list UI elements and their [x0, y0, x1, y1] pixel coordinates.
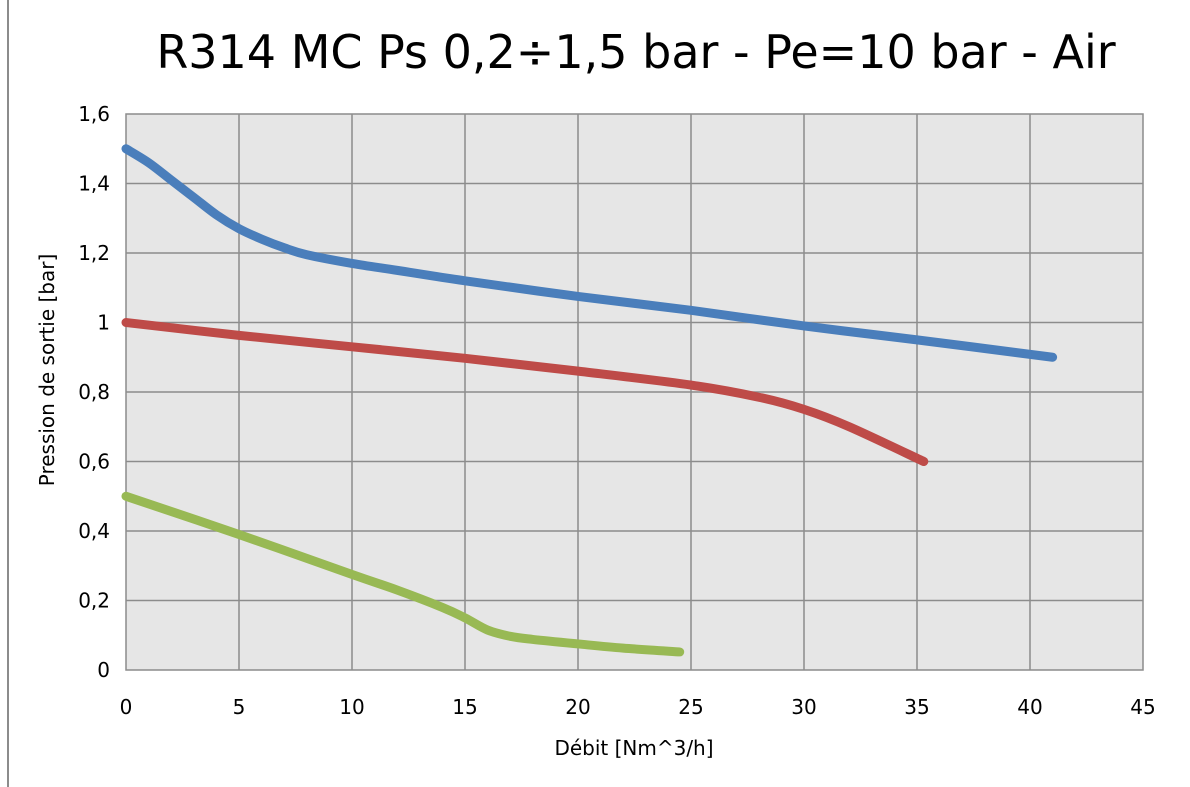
chart-title: R314 MC Ps 0,2÷1,5 bar - Pe=10 bar - Air — [156, 25, 1115, 79]
y-tick-label: 0,4 — [78, 519, 110, 543]
x-tick-label: 40 — [1017, 695, 1042, 719]
x-tick-label: 45 — [1130, 695, 1155, 719]
x-tick-label: 10 — [339, 695, 364, 719]
series-line-2 — [121, 318, 929, 466]
series-layer — [121, 144, 1058, 657]
x-tick-label: 25 — [678, 695, 703, 719]
y-tick-label: 1,6 — [78, 102, 110, 126]
series-line-3 — [121, 491, 685, 657]
x-tick-label: 30 — [791, 695, 816, 719]
y-tick-label: 0 — [97, 658, 110, 682]
x-tick-label: 0 — [120, 695, 133, 719]
y-tick-label: 0,8 — [78, 380, 110, 404]
x-tick-label: 15 — [452, 695, 477, 719]
y-axis-ticks: 0 0,2 0,4 0,6 0,8 1 1,2 1,4 1,6 — [78, 102, 110, 682]
x-tick-label: 5 — [233, 695, 246, 719]
y-tick-label: 0,2 — [78, 589, 110, 613]
y-tick-label: 1 — [97, 311, 110, 335]
y-axis-label: Pression de sortie [bar] — [35, 254, 59, 487]
y-tick-label: 0,6 — [78, 450, 110, 474]
x-tick-label: 35 — [904, 695, 929, 719]
series-line-1 — [121, 144, 1058, 362]
y-tick-label: 1,2 — [78, 241, 110, 265]
x-axis-label: Débit [Nm^3/h] — [554, 736, 713, 760]
x-tick-label: 20 — [565, 695, 590, 719]
x-axis-ticks: 0 5 10 15 20 25 30 35 40 45 — [120, 695, 1156, 719]
y-tick-label: 1,4 — [78, 172, 110, 196]
